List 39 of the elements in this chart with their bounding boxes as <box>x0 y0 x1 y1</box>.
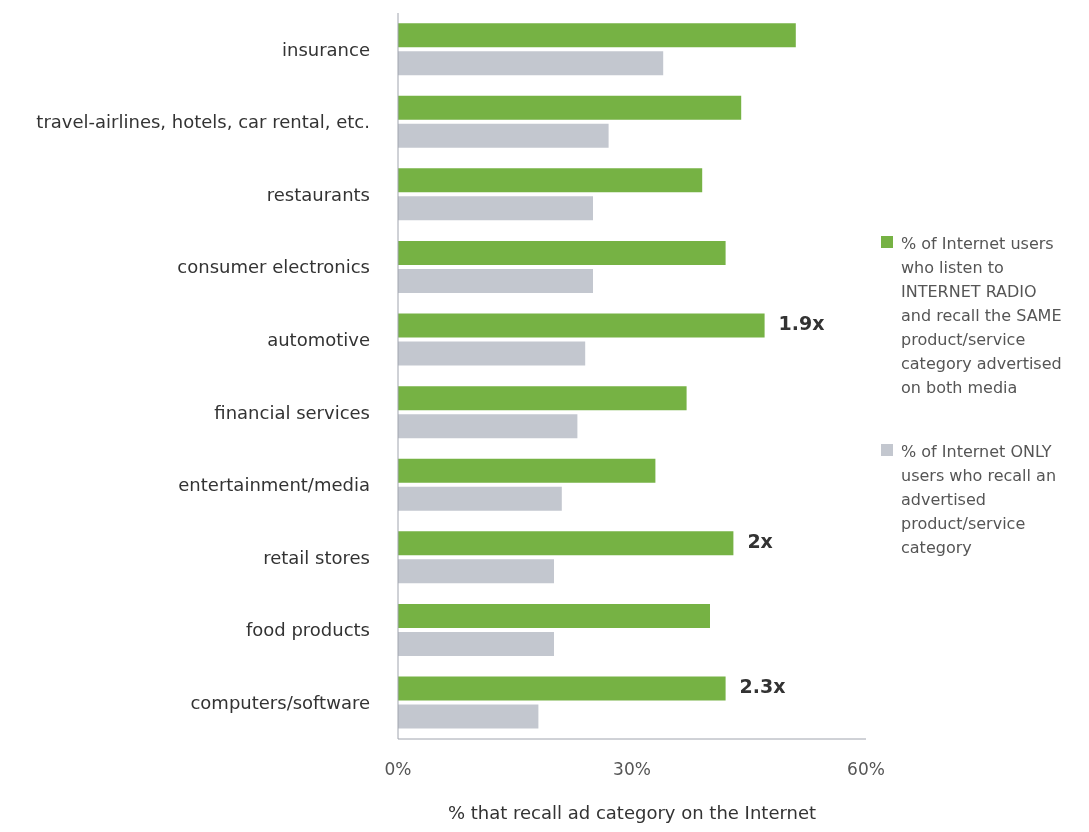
x-tick-label: 0% <box>384 759 412 780</box>
y-tick-label: consumer electronics <box>177 256 370 278</box>
annotation: 2.3x <box>739 674 786 697</box>
bar <box>398 458 656 483</box>
legend-label: % of Internet users who listen to INTERNET RADIO and recall the SAME product/service category advertised on both media <box>901 233 1063 399</box>
bar <box>398 559 554 584</box>
x-axis-title: % that recall ad category on the Internet <box>447 802 817 823</box>
y-tick-label: restaurants <box>266 183 370 205</box>
bar <box>398 268 593 293</box>
annotation: 2x <box>747 529 773 552</box>
bar <box>398 168 703 193</box>
bar <box>398 704 539 729</box>
y-tick-label: retail stores <box>263 546 370 568</box>
bar <box>398 341 586 366</box>
bar <box>398 23 796 48</box>
x-tick-label: 30% <box>613 759 651 780</box>
bar <box>398 313 765 338</box>
y-tick-label: entertainment/media <box>178 474 370 496</box>
x-tick-label: 60% <box>847 759 885 780</box>
bar <box>398 51 664 76</box>
bar <box>398 603 710 628</box>
bar <box>398 531 734 556</box>
y-tick-label: financial services <box>214 401 370 423</box>
bar <box>398 386 687 411</box>
y-tick-label: food products <box>245 619 370 641</box>
y-tick-label: insurance <box>281 38 370 60</box>
bar <box>398 240 726 265</box>
bar <box>398 631 554 656</box>
legend-label: % of Internet ONLY users who recall an advertised product/service category <box>901 441 1057 559</box>
y-tick-label: computers/software <box>190 692 370 714</box>
bar <box>398 196 593 221</box>
bar <box>398 486 562 511</box>
y-tick-label: automotive <box>267 329 370 351</box>
bar <box>398 414 578 439</box>
bar <box>398 676 726 701</box>
annotation: 1.9x <box>778 311 825 334</box>
bar <box>398 123 609 148</box>
bar <box>398 95 742 120</box>
y-tick-label: travel-airlines, hotels, car rental, etc. <box>36 111 370 133</box>
